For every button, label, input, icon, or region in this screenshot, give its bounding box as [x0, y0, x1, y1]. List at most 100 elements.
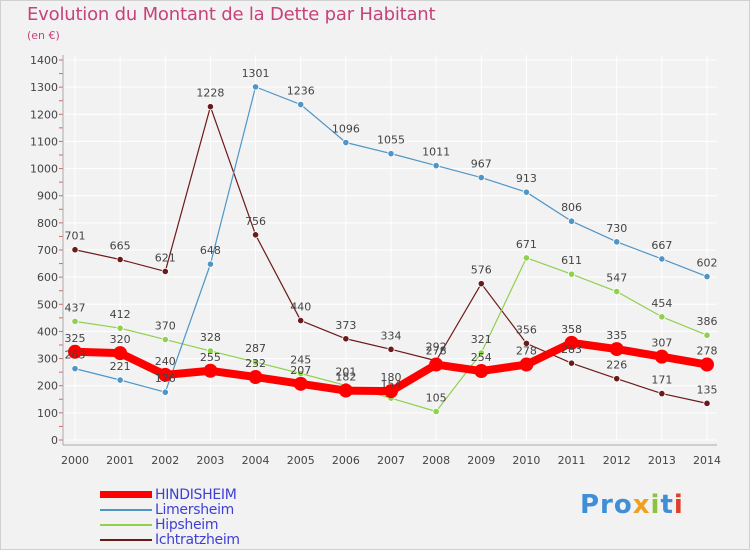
data-point [567, 359, 576, 367]
data-point [474, 364, 489, 379]
logo-part: i [673, 490, 684, 520]
data-label: 278 [516, 345, 537, 358]
legend-label: HINDISHEIM [155, 487, 237, 503]
y-tick-label: 100 [37, 407, 58, 420]
data-label: 135 [697, 383, 718, 396]
y-tick-label: 500 [37, 298, 58, 311]
data-label: 182 [335, 371, 356, 384]
y-tick-label: 600 [37, 271, 58, 284]
y-tick-label: 700 [37, 244, 58, 257]
data-point [567, 217, 576, 225]
data-point [384, 384, 398, 399]
proxiti-logo: Proxiti [580, 490, 684, 520]
data-point [251, 358, 260, 366]
data-label: 221 [110, 360, 131, 373]
data-point [116, 376, 124, 384]
x-tick-label: 2011 [558, 454, 586, 467]
logo-part: x [632, 490, 651, 520]
y-tick-label: 1200 [30, 108, 58, 121]
data-label: 171 [651, 374, 672, 387]
data-point [71, 246, 79, 254]
data-label: 335 [606, 329, 627, 342]
logo-part: t [660, 490, 674, 520]
data-label: 1055 [377, 134, 405, 147]
data-label: 207 [290, 364, 311, 377]
data-point [703, 331, 711, 339]
y-tick-label: 800 [37, 217, 58, 230]
y-tick-label: 1100 [30, 135, 58, 148]
legend-swatch [100, 524, 152, 526]
chart-title: Evolution du Montant de la Dette par Hab… [27, 4, 436, 25]
data-point [477, 349, 485, 357]
data-label: 226 [606, 359, 627, 372]
x-tick-label: 2007 [377, 454, 405, 467]
data-label: 254 [471, 351, 492, 364]
data-point [251, 83, 260, 91]
data-label: 386 [697, 315, 718, 328]
data-label: 1236 [287, 85, 315, 98]
data-point [658, 313, 666, 321]
data-point [658, 389, 666, 398]
data-point [338, 383, 353, 398]
data-label: 665 [110, 240, 131, 253]
data-point [564, 335, 579, 350]
data-point [477, 173, 485, 182]
data-label: 1228 [196, 87, 224, 100]
data-point [293, 376, 308, 391]
legend-item: Ichtratzheim [100, 532, 300, 548]
data-point [161, 388, 169, 396]
data-label: 307 [651, 337, 672, 350]
data-label: 255 [200, 351, 221, 364]
y-tick-label: 300 [37, 353, 58, 366]
data-label: 967 [471, 158, 492, 171]
data-label: 671 [516, 238, 537, 251]
data-label: 334 [381, 329, 402, 342]
data-label: 278 [697, 345, 718, 358]
legend-item: HINDISHEIM [100, 487, 300, 503]
data-point [519, 357, 534, 372]
data-point [703, 272, 711, 281]
data-point [432, 407, 440, 416]
data-point [613, 287, 621, 296]
data-label: 576 [471, 264, 492, 277]
data-point [116, 255, 124, 264]
data-label: 370 [155, 320, 176, 333]
data-label: 263 [65, 349, 86, 362]
data-label: 325 [65, 332, 86, 345]
data-label: 602 [697, 257, 718, 270]
data-label: 373 [335, 319, 356, 332]
data-label: 105 [426, 392, 447, 405]
data-label: 667 [651, 239, 672, 252]
data-point [429, 357, 444, 372]
data-label: 621 [155, 251, 176, 264]
legend-swatch [100, 509, 152, 511]
data-point [609, 342, 624, 357]
data-label: 240 [155, 355, 176, 368]
legend-swatch [100, 539, 152, 541]
data-point [251, 231, 260, 239]
data-label: 1011 [422, 146, 450, 159]
data-point [71, 317, 79, 325]
data-label: 176 [155, 372, 176, 385]
data-label: 547 [606, 272, 627, 285]
data-label: 328 [200, 331, 221, 344]
data-label: 356 [516, 323, 537, 336]
data-point [68, 344, 82, 359]
data-label: 730 [606, 222, 627, 235]
x-tick-label: 2013 [648, 454, 676, 467]
legend-item: Hipsheim [100, 517, 300, 533]
data-label: 278 [426, 345, 447, 358]
data-point [158, 367, 173, 382]
data-point [206, 347, 215, 355]
x-tick-label: 2008 [422, 454, 450, 467]
y-tick-label: 1400 [30, 54, 58, 67]
legend-label: Hipsheim [155, 517, 219, 533]
data-point [297, 369, 305, 378]
data-point [613, 238, 621, 246]
x-tick-label: 2002 [151, 454, 179, 467]
x-tick-label: 2010 [512, 454, 540, 467]
x-tick-label: 2005 [287, 454, 315, 467]
data-label: 232 [245, 357, 266, 370]
data-point [297, 316, 305, 325]
